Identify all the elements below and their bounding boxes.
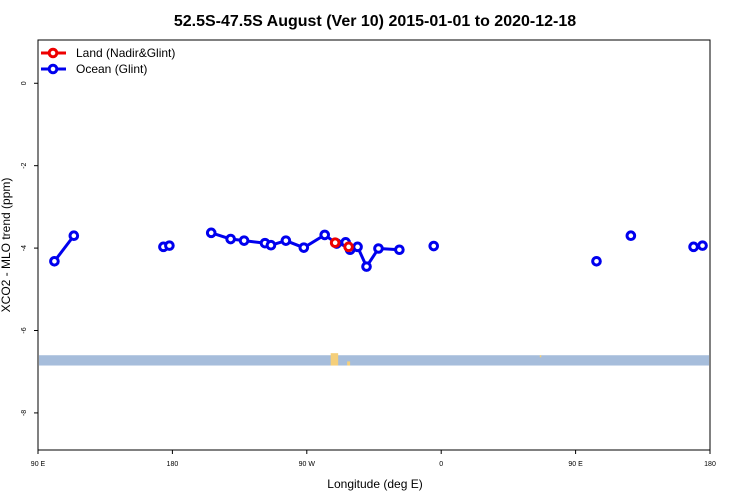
x-tick-label: 90 E — [568, 461, 583, 468]
x-tick-label: 90 E — [31, 461, 46, 468]
ocean-point — [238, 235, 250, 246]
land-patch — [347, 361, 351, 366]
land-patch — [539, 355, 542, 358]
series-points — [49, 227, 708, 272]
ocean-band — [39, 355, 709, 366]
y-tick-label: -6 — [21, 327, 28, 333]
plot-frame — [37, 39, 711, 451]
ocean-point — [591, 255, 602, 267]
ocean-point — [394, 244, 405, 256]
ocean-point — [298, 242, 310, 253]
land-point — [343, 241, 354, 253]
ocean-point — [164, 240, 175, 251]
chart-title: 52.5S-47.5S August (Ver 10) 2015-01-01 t… — [174, 13, 576, 30]
x-tick-label: 0 — [439, 461, 443, 468]
legend: Land (Nadir&Glint) Ocean (Glint) — [41, 46, 175, 76]
legend-item-land: Land (Nadir&Glint) — [41, 46, 175, 60]
ocean-point — [205, 227, 217, 239]
ocean-series-line — [53, 234, 76, 263]
ocean-point — [280, 235, 292, 246]
ocean-point — [361, 261, 372, 272]
land-ocean-band — [39, 353, 709, 366]
ocean-point — [319, 229, 331, 241]
ocean-point — [428, 240, 440, 252]
legend-swatch-marker-ocean — [47, 63, 59, 75]
ocean-point — [225, 233, 236, 245]
y-tick-label: 0 — [21, 81, 28, 85]
x-tick-label: 180 — [167, 461, 179, 468]
y-tick-label: -2 — [21, 162, 28, 168]
y-tick-label: -4 — [21, 245, 28, 251]
legend-label-ocean: Ocean (Glint) — [76, 62, 147, 76]
x-tick-label: 90 W — [299, 461, 316, 468]
ocean-point — [697, 240, 708, 251]
legend-item-ocean: Ocean (Glint) — [41, 62, 147, 76]
y-tick-label: -8 — [21, 410, 28, 416]
x-tick-label: 180 — [704, 461, 716, 468]
x-axis-label: Longitude (deg E) — [327, 477, 422, 491]
ocean-point — [265, 239, 277, 251]
legend-swatch-marker-land — [47, 47, 59, 59]
land-patch — [330, 353, 339, 366]
axis-ticks: 90 E 180 90 W 0 90 E 180 0 -2 -4 -6 -8 — [21, 81, 716, 468]
ocean-point — [688, 241, 699, 253]
ocean-point — [49, 255, 60, 267]
y-axis-label: XCO2 - MLO trend (ppm) — [0, 178, 13, 313]
ocean-point — [352, 241, 363, 253]
ocean-point — [68, 230, 80, 242]
legend-label-land: Land (Nadir&Glint) — [76, 46, 175, 60]
ocean-point — [373, 243, 384, 254]
ocean-point — [625, 230, 637, 242]
land-point — [329, 237, 341, 249]
